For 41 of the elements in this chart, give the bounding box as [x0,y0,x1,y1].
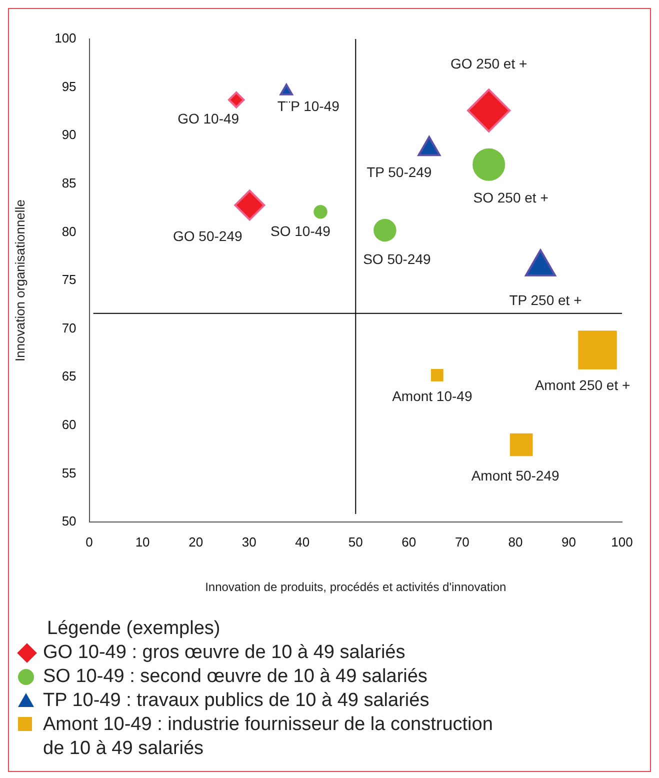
x-tick-label: 70 [454,534,470,550]
x-tick-label: 50 [348,534,363,550]
annotation: T¨P 10-49 [277,98,340,114]
x-tick-label: 100 [611,534,633,550]
annotation: SO 250 et + [473,189,548,206]
x-axis-title: Innovation de produits, procédés et activités d'innovation [205,580,506,594]
y-tick-label: 50 [62,514,76,529]
y-tick-label: 65 [62,368,76,384]
legend-label: TP 10-49 : travaux publics de 10 à 49 salariés [43,689,430,713]
x-tick-label: 30 [242,534,256,550]
annotation: GO 250 et + [450,55,528,72]
x-tick-label: 0 [86,534,93,550]
x-tick-label: 40 [295,534,310,550]
y-tick-label: 85 [62,175,76,190]
x-tick-label: 80 [508,534,523,550]
legend-label: Amont 10-49 : industrie fournisseur de la construction de 10 à 49 salariés [43,713,494,761]
y-tick-label: 55 [62,465,76,480]
legend-label: SO 10-49 : second œuvre de 10 à 49 salariés [43,665,428,689]
y-tick-label: 75 [62,272,76,288]
y-tick-label: 60 [62,416,76,432]
y-tick-label: 90 [62,127,76,142]
annotation: Amont 50-249 [471,468,560,484]
x-tick-label: 20 [188,534,204,550]
annotation: Amont 250 et + [534,376,630,393]
x-tick-label: 10 [135,534,150,550]
annotation: SO 10-49 [270,222,331,239]
y-tick-label: 100 [54,30,76,46]
y-axis-title: Innovation organisationnelle [12,200,28,362]
annotation: Amont 10-49 [392,388,472,404]
y-tick-label: 80 [62,224,76,239]
annotation: GO 10-49 [178,110,240,127]
annotation: TP 250 et + [509,292,582,308]
annotation: SO 50-249 [363,251,432,268]
legend-title: Légende (exemples) [47,617,222,641]
annotation: GO 50-249 [173,228,242,244]
legend-label: GO 10-49 : gros œuvre de 10 à 49 salariés [43,641,406,665]
y-tick-label: 95 [62,78,76,94]
annotation: TP 50-249 [366,164,432,180]
x-tick-label: 90 [561,534,576,550]
x-tick-label: 60 [402,534,416,550]
y-tick-label: 70 [62,320,76,336]
